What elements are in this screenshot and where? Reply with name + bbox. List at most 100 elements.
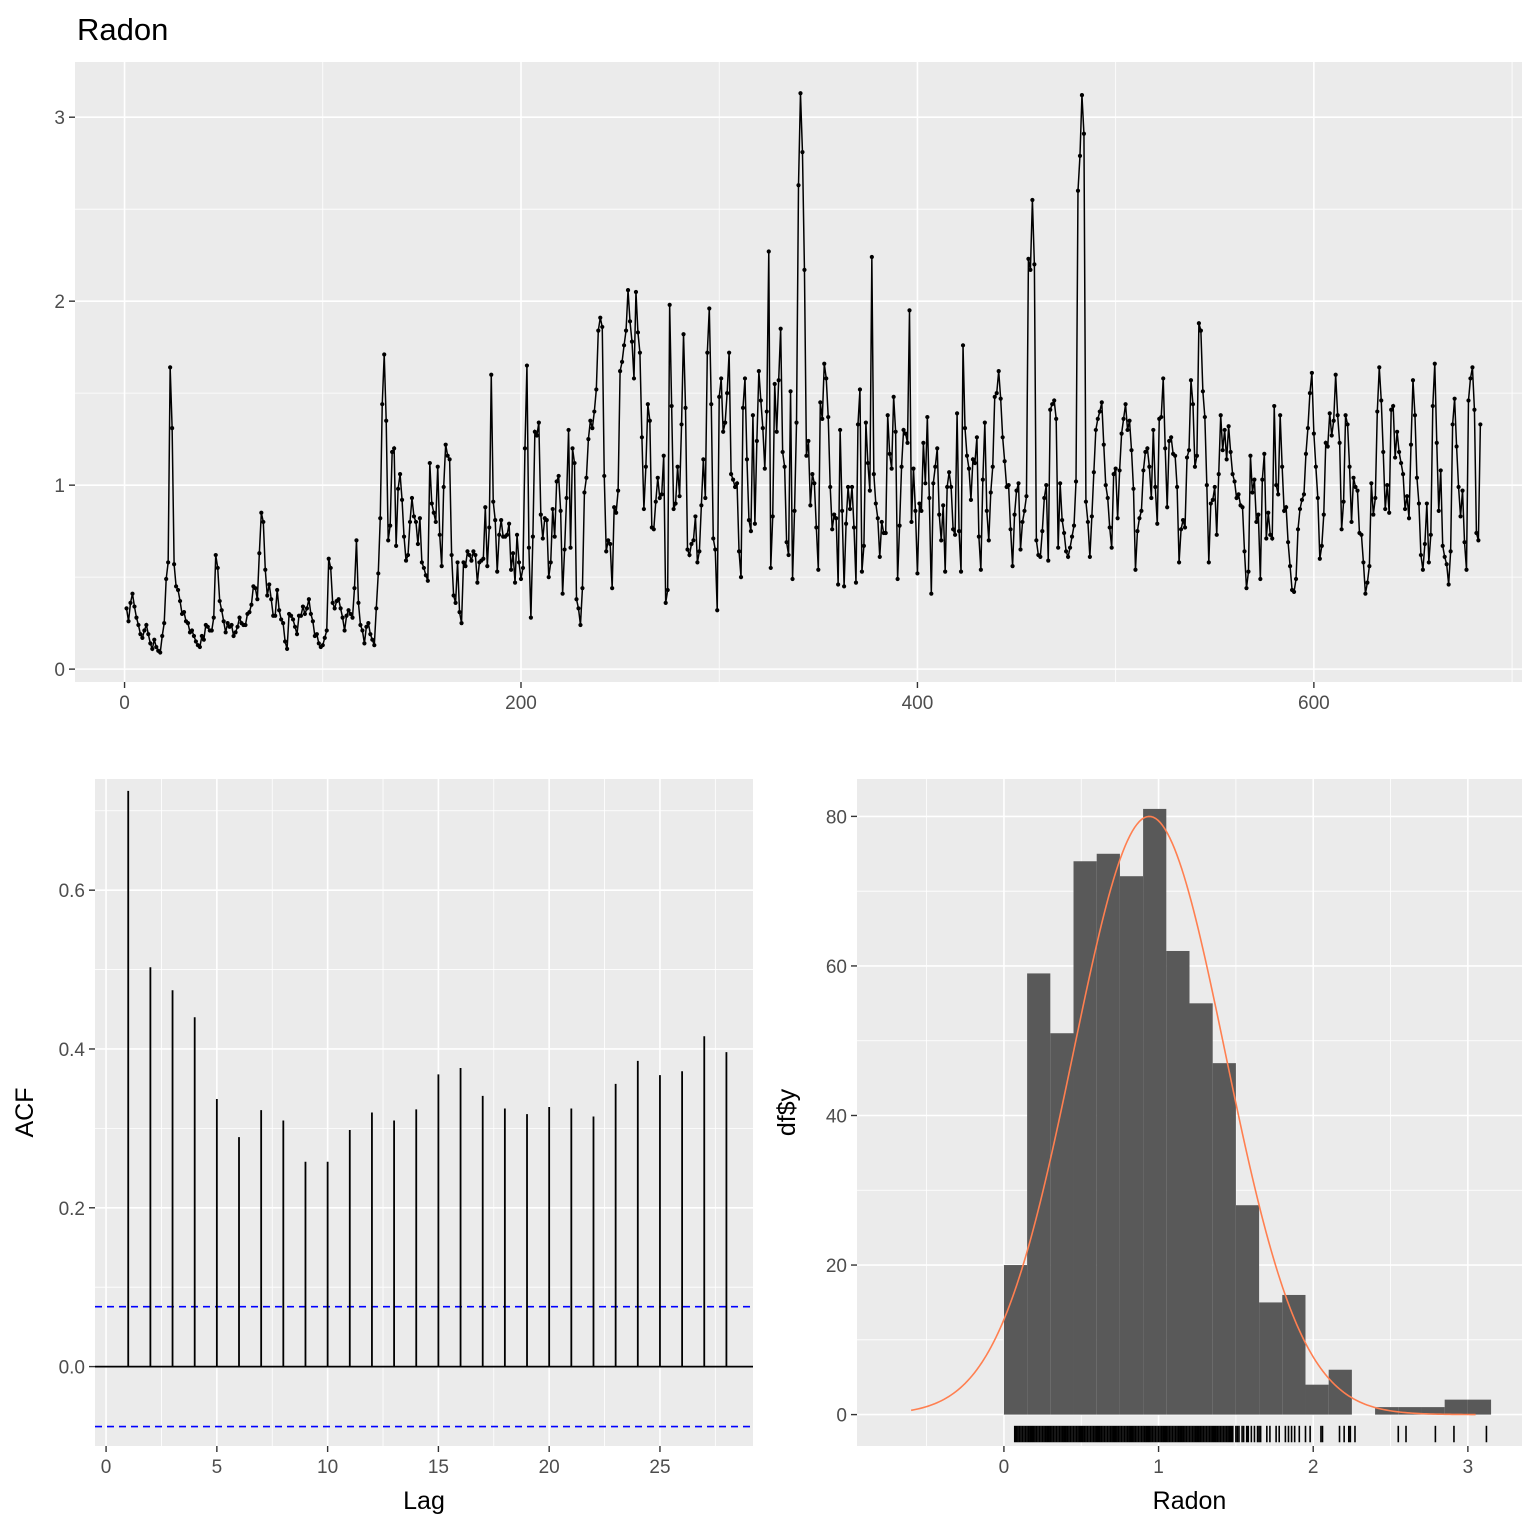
data-point (1416, 501, 1422, 506)
data-point (544, 518, 549, 523)
data-point (667, 302, 672, 307)
data-point (162, 621, 167, 626)
data-point (302, 611, 308, 617)
data-point (279, 617, 284, 622)
data-point (901, 427, 906, 433)
data-point (1402, 506, 1408, 512)
data-point (1083, 499, 1089, 504)
data-point (1176, 560, 1182, 565)
data-point (768, 565, 773, 571)
data-point (518, 576, 524, 582)
data-point (1060, 518, 1065, 523)
histogram-bar (1444, 1399, 1468, 1415)
data-point (1184, 455, 1190, 460)
data-point (1010, 563, 1015, 569)
data-point (1248, 453, 1253, 458)
data-point (1085, 519, 1090, 525)
data-point (461, 560, 466, 565)
data-point (150, 646, 155, 651)
data-point (1343, 413, 1348, 418)
data-point (851, 525, 857, 530)
data-point (1131, 486, 1136, 491)
data-point (1442, 554, 1447, 560)
data-point (1373, 495, 1378, 501)
time-series-plot: 0 200 400 600 0 1 2 3 (54, 62, 1522, 714)
data-point (516, 560, 522, 565)
data-point (956, 529, 962, 534)
data-point (534, 433, 539, 438)
data-point (1311, 431, 1316, 436)
data-point (378, 516, 383, 521)
x-tick-label: 200 (505, 693, 537, 714)
data-point (223, 630, 228, 635)
data-point (1375, 409, 1380, 414)
data-point (998, 396, 1003, 401)
data-point (923, 481, 928, 486)
data-point (947, 470, 952, 475)
data-point (554, 479, 559, 484)
data-point (1418, 552, 1424, 558)
data-point (1476, 538, 1481, 543)
data-point (148, 641, 153, 646)
data-point (358, 622, 363, 628)
data-point (1367, 563, 1372, 569)
data-point (263, 567, 268, 572)
data-point (909, 519, 914, 525)
data-point (582, 490, 587, 495)
data-point (968, 497, 974, 502)
data-point (1149, 495, 1154, 501)
data-point (564, 495, 569, 501)
data-point (877, 554, 882, 560)
x-tick-label: 0 (119, 693, 130, 714)
data-point (1020, 519, 1025, 525)
data-point (1464, 567, 1469, 572)
data-point (423, 573, 428, 578)
data-point (1182, 525, 1188, 530)
data-point (986, 538, 991, 543)
data-point (1385, 483, 1390, 488)
data-point (994, 391, 999, 396)
data-point (1091, 470, 1096, 475)
data-point (744, 457, 750, 462)
data-point (602, 473, 607, 479)
data-point (384, 418, 389, 423)
data-point (550, 506, 555, 512)
data-point (885, 413, 890, 418)
data-point (1325, 444, 1330, 449)
data-point (843, 521, 849, 526)
data-point (1317, 556, 1322, 561)
data-point (616, 488, 621, 493)
data-point (1329, 433, 1334, 438)
data-point (1030, 197, 1035, 203)
data-point (984, 508, 989, 513)
data-point (1111, 472, 1116, 477)
panel-background (95, 779, 753, 1446)
data-point (1008, 527, 1013, 532)
data-point (1440, 543, 1445, 548)
data-point (489, 372, 494, 377)
data-point (621, 343, 627, 348)
data-point (275, 587, 280, 593)
data-point (415, 541, 421, 547)
histogram-bar (1398, 1407, 1422, 1415)
data-point (905, 440, 910, 445)
y-tick-label: 1 (54, 476, 65, 497)
data-point (711, 536, 716, 541)
data-point (703, 495, 708, 501)
data-point (619, 359, 625, 364)
data-point (560, 591, 565, 596)
x-tick-label: 20 (539, 1457, 560, 1478)
data-point (524, 363, 530, 368)
data-point (1250, 490, 1255, 495)
data-point (1192, 464, 1198, 469)
data-point (168, 365, 173, 370)
data-point (1093, 427, 1098, 433)
histogram-bar (1050, 1033, 1074, 1415)
data-point (887, 451, 892, 456)
data-point (830, 527, 835, 532)
data-point (290, 617, 296, 622)
data-point (229, 622, 234, 628)
data-point (1260, 477, 1265, 482)
data-point (796, 183, 801, 188)
data-point (1321, 512, 1326, 517)
